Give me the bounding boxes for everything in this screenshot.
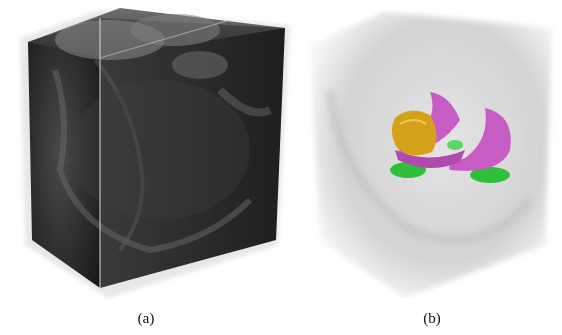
panel-b-segmentation-render <box>290 0 562 300</box>
panel-a-volume-render <box>0 0 300 300</box>
caption-b: (b) <box>423 311 441 327</box>
caption-a: (a) <box>137 311 155 327</box>
segmented-volume-icon <box>310 12 552 298</box>
ct-volume-cube-icon <box>20 8 290 298</box>
